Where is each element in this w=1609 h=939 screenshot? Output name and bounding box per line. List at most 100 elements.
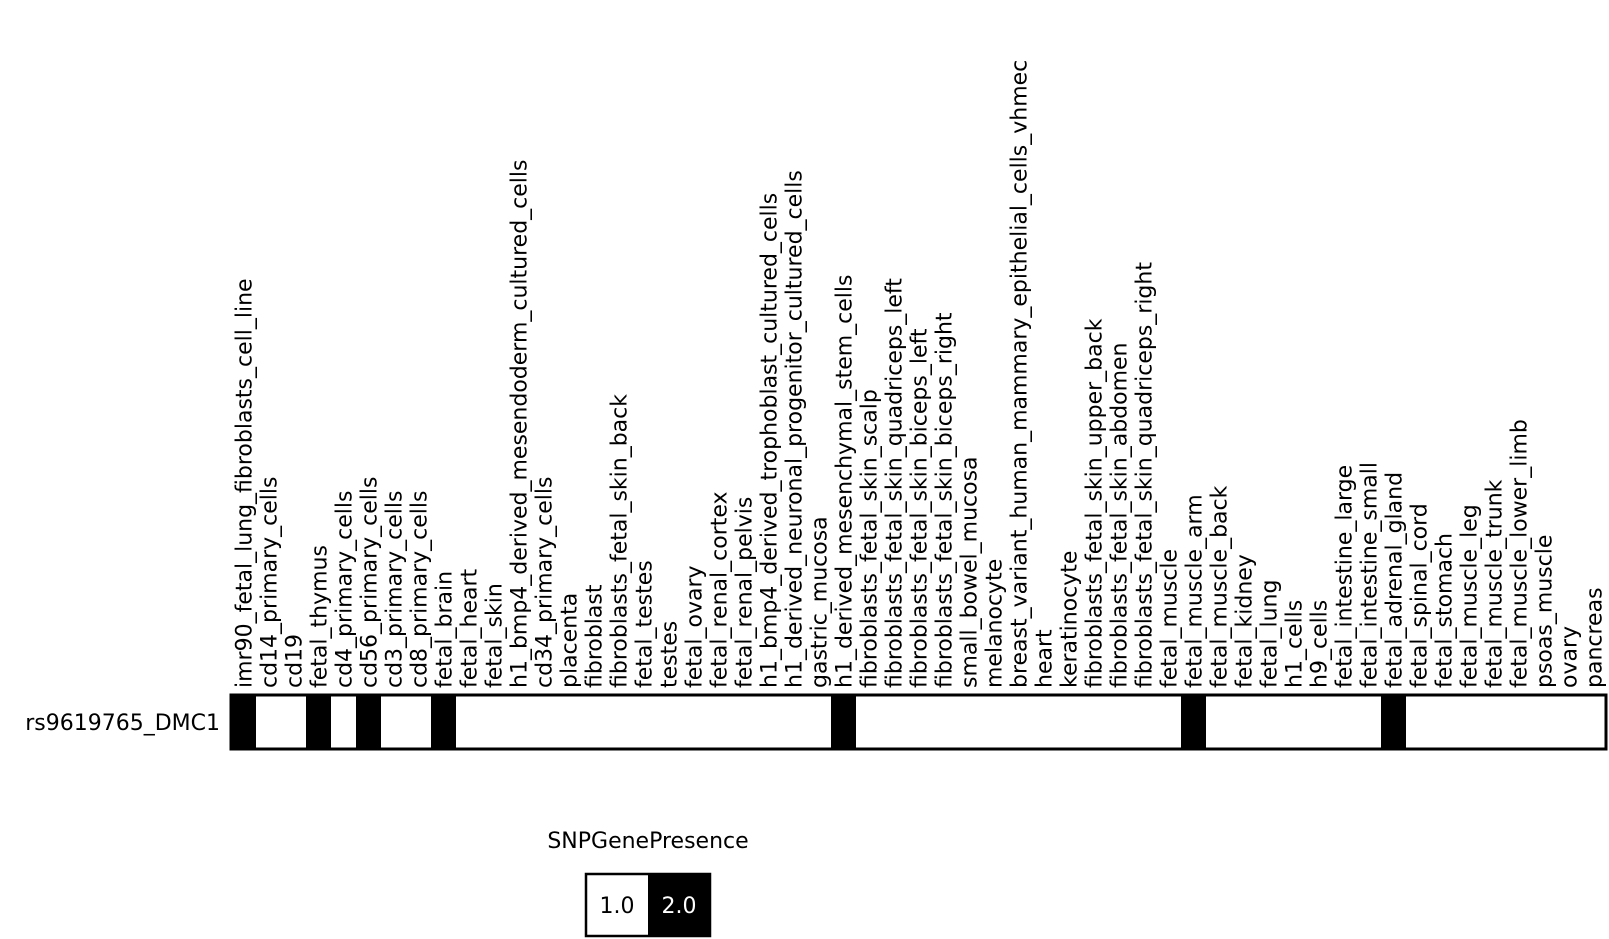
- column-label: gastric_mucosa: [808, 516, 833, 688]
- heatmap-cell: [331, 695, 357, 749]
- column-label: fetal_muscle_leg: [1458, 504, 1483, 688]
- column-label: breast_variant_human_mammary_epithelial_…: [1008, 60, 1033, 688]
- column-label: fibroblasts_fetal_skin_upper_back: [1083, 318, 1108, 688]
- column-label: fetal_intestine_large: [1333, 465, 1358, 688]
- column-label: fetal_lung: [1258, 580, 1283, 688]
- heatmap-border: [229, 693, 1608, 751]
- heatmap-cell: [1056, 695, 1082, 749]
- legend-items: 1.0 2.0: [586, 874, 710, 936]
- legend-border: [584, 872, 712, 938]
- column-label: fetal_muscle_arm: [1183, 494, 1208, 688]
- heatmap-cell: [1531, 695, 1557, 749]
- column-label: h9_cells: [1308, 600, 1333, 688]
- heatmap-cell: [731, 695, 757, 749]
- heatmap-cell: [1231, 695, 1257, 749]
- heatmap-cell: [1106, 695, 1132, 749]
- column-label: fibroblasts_fetal_skin_abdomen: [1108, 343, 1133, 689]
- heatmap-cell: [1581, 695, 1607, 749]
- heatmap-cell: [506, 695, 532, 749]
- heatmap-cell: [1031, 695, 1057, 749]
- column-label: fetal_thymus: [308, 545, 333, 688]
- column-label: imr90_fetal_lung_fibroblasts_cell_line: [233, 278, 258, 688]
- heatmap-cell: [981, 695, 1007, 749]
- column-label: fibroblasts_fetal_skin_biceps_right: [933, 312, 958, 688]
- heatmap-cell: [831, 695, 857, 749]
- legend-title: SNPGenePresence: [547, 829, 748, 854]
- column-label: h1_bmp4_derived_trophoblast_cultured_cel…: [758, 193, 783, 688]
- heatmap-cell: [481, 695, 507, 749]
- column-label: fetal_muscle_back: [1208, 485, 1233, 688]
- heatmap-cell: [1506, 695, 1532, 749]
- column-label: fetal_spinal_cord: [1408, 503, 1433, 688]
- column-labels: imr90_fetal_lung_fibroblasts_cell_line cd…: [233, 60, 1608, 688]
- heatmap-cell: [1331, 695, 1357, 749]
- column-label: h1_derived_neuronal_progenitor_cultured_…: [783, 170, 808, 688]
- column-label: fetal_muscle_lower_limb: [1508, 419, 1533, 688]
- heatmap-cell: [806, 695, 832, 749]
- heatmap-cell: [631, 695, 657, 749]
- legend-swatch: [648, 874, 710, 936]
- heatmap-cell: [431, 695, 457, 749]
- heatmap-cell: [1006, 695, 1032, 749]
- row-label: rs9619765_DMC1: [25, 711, 220, 736]
- heatmap-cell: [881, 695, 907, 749]
- heatmap-cell: [406, 695, 432, 749]
- column-label: fetal_intestine_small: [1358, 462, 1383, 688]
- heatmap-cell: [606, 695, 632, 749]
- heatmap-cell: [1306, 695, 1332, 749]
- column-label: fetal_muscle: [1158, 549, 1183, 688]
- heatmap-cell: [356, 695, 382, 749]
- heatmap-cell: [581, 695, 607, 749]
- heatmap-cell: [1431, 695, 1457, 749]
- column-label: fibroblasts_fetal_skin_quadriceps_left: [883, 278, 908, 688]
- heatmap-cell: [231, 695, 257, 749]
- heatmap-cell: [256, 695, 282, 749]
- column-label: fetal_brain: [433, 571, 458, 688]
- heatmap-cell: [1131, 695, 1157, 749]
- row-labels: rs9619765_DMC1: [25, 711, 220, 736]
- column-label: fetal_muscle_trunk: [1483, 479, 1508, 688]
- heatmap-cell: [1281, 695, 1307, 749]
- column-label: melanocyte: [983, 559, 1008, 688]
- heatmap-cell: [856, 695, 882, 749]
- column-label: placenta: [558, 593, 583, 688]
- column-label: fibroblasts_fetal_skin_scalp: [858, 389, 883, 688]
- column-label: cd14_primary_cells: [258, 477, 283, 688]
- heatmap-cell: [306, 695, 332, 749]
- column-label: keratinocyte: [1058, 551, 1083, 688]
- heatmap-cell: [381, 695, 407, 749]
- column-label: cd4_primary_cells: [333, 491, 358, 688]
- heatmap-cell: [681, 695, 707, 749]
- column-label: ovary: [1558, 626, 1583, 688]
- column-label: fibroblasts_fetal_skin_biceps_left: [908, 328, 933, 688]
- heatmap-cell: [1381, 695, 1407, 749]
- column-label: small_bowel_mucosa: [958, 456, 983, 688]
- column-label: cd34_primary_cells: [533, 477, 558, 688]
- column-label: fetal_skin: [483, 583, 508, 688]
- column-label: cd3_primary_cells: [383, 491, 408, 688]
- heatmap-cell: [656, 695, 682, 749]
- heatmap-cell: [931, 695, 957, 749]
- column-label: fibroblast: [583, 584, 608, 688]
- heatmap-cell: [281, 695, 307, 749]
- column-label: h1_derived_mesenchymal_stem_cells: [833, 275, 858, 688]
- column-label: fetal_stomach: [1433, 533, 1458, 688]
- heatmap-cell: [556, 695, 582, 749]
- column-label: fetal_adrenal_gland: [1383, 472, 1408, 688]
- column-label: fibroblasts_fetal_skin_quadriceps_right: [1133, 262, 1158, 688]
- heatmap-cell: [1256, 695, 1282, 749]
- legend-label: 1.0: [600, 894, 635, 919]
- column-label: fetal_renal_pelvis: [733, 497, 758, 688]
- column-label: h1_cells: [1283, 600, 1308, 688]
- heatmap-cell: [531, 695, 557, 749]
- heatmap-cell: [1456, 695, 1482, 749]
- heatmap-cell: [956, 695, 982, 749]
- column-label: fetal_ovary: [683, 565, 708, 688]
- heatmap-cell: [756, 695, 782, 749]
- heatmap-cell: [1356, 695, 1382, 749]
- heatmap-cell: [706, 695, 732, 749]
- column-label: fetal_renal_cortex: [708, 491, 733, 688]
- heatmap-cell: [1156, 695, 1182, 749]
- heatmap-cell: [1081, 695, 1107, 749]
